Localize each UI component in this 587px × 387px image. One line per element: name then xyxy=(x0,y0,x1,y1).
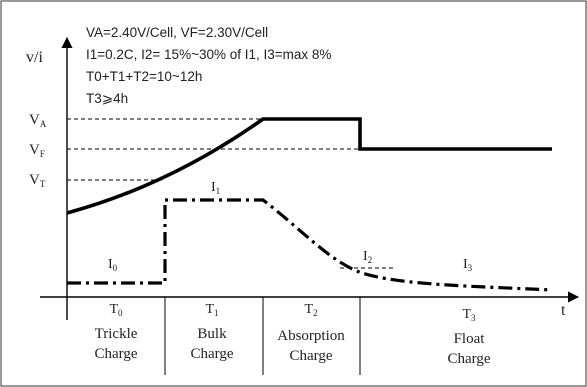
stage-t2-name-1: Absorption xyxy=(277,328,345,344)
voltage-reference-lines xyxy=(67,118,360,181)
x-axis-label: t xyxy=(561,302,566,319)
stage-t2-time: T2 xyxy=(304,302,317,318)
stage-t0-name-1: Trickle xyxy=(95,326,138,342)
stage-t1-time: T1 xyxy=(205,302,218,318)
stage-t1-name-2: Charge xyxy=(190,346,233,362)
voltage-curve xyxy=(66,117,552,215)
vt-label: VT xyxy=(29,172,46,189)
stage-t3-name-2: Charge xyxy=(447,351,490,367)
voltage-labels: VA VF VT xyxy=(29,112,47,189)
param-line-4: T3⩾4h xyxy=(86,91,128,106)
i0-label: I0 xyxy=(108,257,118,273)
stage-t2-name-2: Charge xyxy=(289,348,332,364)
current-labels: I0 I1 I2 I3 xyxy=(108,180,473,273)
parameter-block: VA=2.40V/Cell, VF=2.30V/Cell I1=0.2C, I2… xyxy=(86,25,331,106)
stage-t3-name-1: Float xyxy=(454,331,486,347)
i2-label: I2 xyxy=(363,249,372,265)
stage-t1-name-1: Bulk xyxy=(197,326,227,342)
i1-label: I1 xyxy=(211,180,220,196)
i3-label: I3 xyxy=(463,257,473,273)
y-axis-label: v/i xyxy=(26,49,43,66)
vf-label: VF xyxy=(29,142,45,159)
stage-dividers xyxy=(164,297,361,375)
param-line-1: VA=2.40V/Cell, VF=2.30V/Cell xyxy=(86,25,268,40)
param-line-3: T0+T1+T2=10~12h xyxy=(86,69,202,84)
current-curve xyxy=(67,198,553,292)
stage-labels: T0 Trickle Charge T1 Bulk Charge T2 Abso… xyxy=(94,302,490,367)
stage-t3-time: T3 xyxy=(462,307,476,323)
stage-t0-name-2: Charge xyxy=(94,346,137,362)
stage-t0-time: T0 xyxy=(109,302,123,318)
va-label: VA xyxy=(29,112,47,129)
param-line-2: I1=0.2C, I2= 15%~30% of I1, I3=max 8% xyxy=(86,47,331,62)
